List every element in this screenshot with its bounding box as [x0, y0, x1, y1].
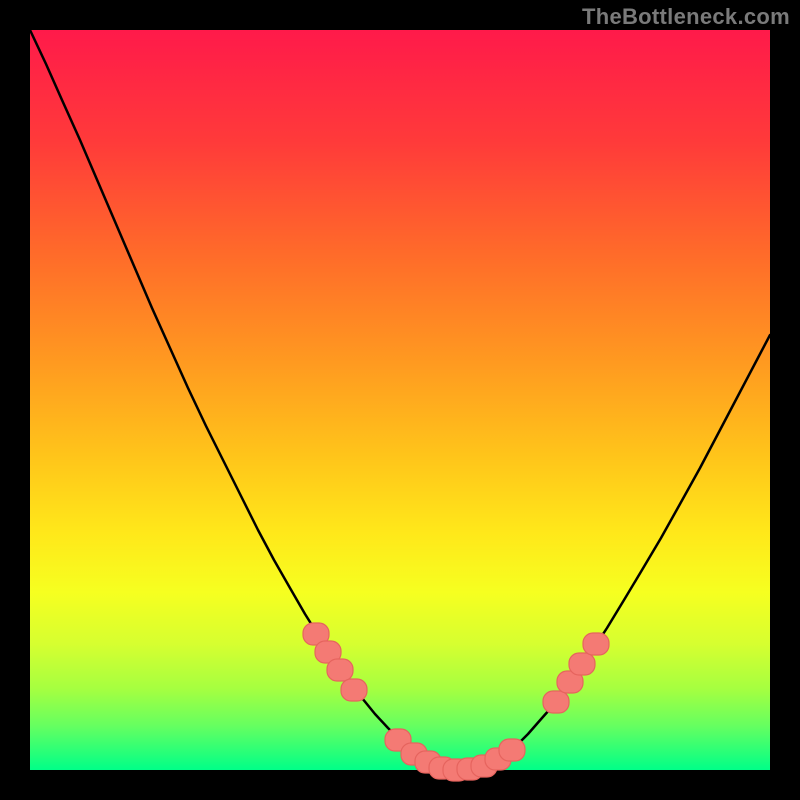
marker	[543, 691, 569, 713]
bottleneck-chart	[0, 0, 800, 800]
marker	[569, 653, 595, 675]
marker	[499, 739, 525, 761]
marker	[341, 679, 367, 701]
watermark-text: TheBottleneck.com	[582, 4, 790, 30]
chart-stage: TheBottleneck.com	[0, 0, 800, 800]
marker	[327, 659, 353, 681]
marker	[583, 633, 609, 655]
plot-background	[30, 30, 770, 770]
